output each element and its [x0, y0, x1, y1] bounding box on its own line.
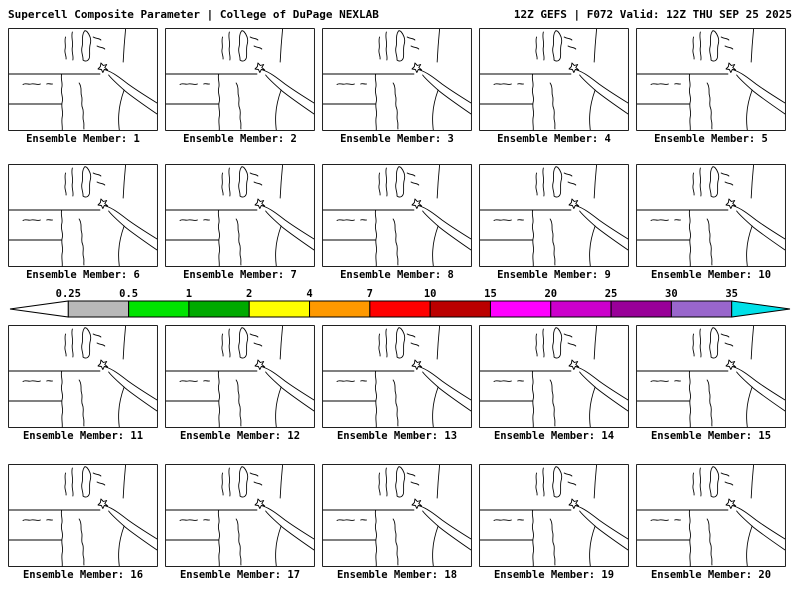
colorbar-segment: [67, 300, 130, 318]
ensemble-member-label: Ensemble Member: 8: [340, 269, 454, 281]
region-map: [636, 28, 786, 131]
ensemble-panel: Ensemble Member: 11: [8, 325, 158, 443]
ensemble-member-label: Ensemble Member: 13: [336, 430, 458, 442]
product-title: Supercell Composite Parameter | College …: [8, 8, 379, 21]
colorbar-segment: [369, 300, 431, 318]
ensemble-member-label: Ensemble Member: 1: [26, 133, 140, 145]
colorbar-segment: [610, 300, 672, 318]
colorbar-tick: 20: [544, 288, 558, 300]
ensemble-member-label: Ensemble Member: 9: [497, 269, 611, 281]
colorbar-segment: [188, 300, 250, 318]
colorbar-tick: 1: [185, 288, 193, 300]
colorbar-tick: 0.25: [55, 288, 81, 300]
colorbar-tick: 0.5: [119, 288, 139, 300]
ensemble-member-label: Ensemble Member: 4: [497, 133, 611, 145]
colorbar-tick: 25: [604, 288, 618, 300]
ensemble-panel: Ensemble Member: 17: [165, 464, 315, 582]
ensemble-member-label: Ensemble Member: 12: [179, 430, 301, 442]
colorbar-segment: [731, 300, 791, 318]
ensemble-member-label: Ensemble Member: 11: [22, 430, 144, 442]
region-map: [8, 164, 158, 267]
colorbar-segment: [248, 300, 311, 318]
ensemble-panel: Ensemble Member: 4: [479, 28, 629, 146]
region-map: [165, 28, 315, 131]
ensemble-panel: Ensemble Member: 18: [322, 464, 472, 582]
ensemble-member-label: Ensemble Member: 6: [26, 269, 140, 281]
ensemble-panel: Ensemble Member: 9: [479, 164, 629, 282]
title-bar: Supercell Composite Parameter | College …: [0, 0, 800, 21]
colorbar-segment: [9, 300, 69, 318]
ensemble-panel: Ensemble Member: 10: [636, 164, 786, 282]
colorbar-tick: 10: [423, 288, 437, 300]
ensemble-row-2: Ensemble Member: 6 Ensemble Member: 7 En…: [0, 164, 800, 282]
region-map: [479, 325, 629, 428]
colorbar-tick: 4: [306, 288, 313, 300]
colorbar-segment: [309, 300, 371, 318]
region-map: [322, 464, 472, 567]
ensemble-member-label: Ensemble Member: 5: [654, 133, 768, 145]
region-map: [322, 325, 472, 428]
colorbar-segment: [429, 300, 491, 318]
colorbar-tick: 35: [725, 288, 739, 300]
ensemble-panel: Ensemble Member: 8: [322, 164, 472, 282]
ensemble-member-label: Ensemble Member: 10: [650, 269, 772, 281]
ensemble-panel: Ensemble Member: 12: [165, 325, 315, 443]
region-map: [479, 164, 629, 267]
region-map: [636, 464, 786, 567]
ensemble-member-label: Ensemble Member: 2: [183, 133, 297, 145]
region-map: [8, 464, 158, 567]
ensemble-member-label: Ensemble Member: 18: [336, 569, 458, 581]
region-map: [479, 464, 629, 567]
colorbar-tick: 2: [246, 288, 253, 300]
ensemble-member-label: Ensemble Member: 14: [493, 430, 615, 442]
ensemble-panel: Ensemble Member: 6: [8, 164, 158, 282]
colorbar: 0.25 0.5 1 2 4 7 10 15 20 25 30 35: [8, 288, 792, 318]
region-map: [636, 164, 786, 267]
ensemble-member-label: Ensemble Member: 20: [650, 569, 772, 581]
region-map: [165, 325, 315, 428]
ensemble-panel: Ensemble Member: 1: [8, 28, 158, 146]
model-valid-time-title: 12Z GEFS | F072 Valid: 12Z THU SEP 25 20…: [513, 8, 792, 21]
ensemble-member-label: Ensemble Member: 7: [183, 269, 297, 281]
colorbar-tick: 30: [665, 288, 678, 300]
ensemble-panel: Ensemble Member: 13: [322, 325, 472, 443]
region-map: [165, 164, 315, 267]
region-map: [8, 325, 158, 428]
region-map: [8, 28, 158, 131]
region-map: [479, 28, 629, 131]
ensemble-panel: Ensemble Member: 16: [8, 464, 158, 582]
colorbar-tick: 15: [484, 288, 497, 300]
ensemble-panel: Ensemble Member: 7: [165, 164, 315, 282]
region-map: [165, 464, 315, 567]
ensemble-member-label: Ensemble Member: 3: [340, 133, 454, 145]
region-map: [322, 28, 472, 131]
ensemble-panel: Ensemble Member: 19: [479, 464, 629, 582]
ensemble-member-label: Ensemble Member: 15: [650, 430, 772, 442]
ensemble-panel: Ensemble Member: 2: [165, 28, 315, 146]
ensemble-panel: Ensemble Member: 20: [636, 464, 786, 582]
ensemble-panel: Ensemble Member: 14: [479, 325, 629, 443]
ensemble-member-label: Ensemble Member: 17: [179, 569, 301, 581]
colorbar-segment: [489, 300, 552, 318]
ensemble-row-3: Ensemble Member: 11 Ensemble Member: 12 …: [0, 325, 800, 443]
ensemble-panel: Ensemble Member: 5: [636, 28, 786, 146]
ensemble-panel: Ensemble Member: 15: [636, 325, 786, 443]
colorbar-tick: 7: [366, 288, 374, 300]
colorbar-segment: [550, 300, 612, 318]
colorbar-segment: [128, 300, 190, 318]
colorbar-segment: [670, 300, 733, 318]
colorbar-ticks: 0.25 0.5 1 2 4 7 10 15 20 25 30 35: [8, 288, 792, 300]
ensemble-row-4: Ensemble Member: 16 Ensemble Member: 17 …: [0, 464, 800, 582]
ensemble-member-label: Ensemble Member: 19: [493, 569, 615, 581]
region-map: [322, 164, 472, 267]
ensemble-panel: Ensemble Member: 3: [322, 28, 472, 146]
region-map: [636, 325, 786, 428]
ensemble-member-label: Ensemble Member: 16: [22, 569, 144, 581]
colorbar-bar: [9, 300, 791, 318]
ensemble-row-1: Ensemble Member: 1 Ensemble Member: 2 En…: [0, 28, 800, 146]
